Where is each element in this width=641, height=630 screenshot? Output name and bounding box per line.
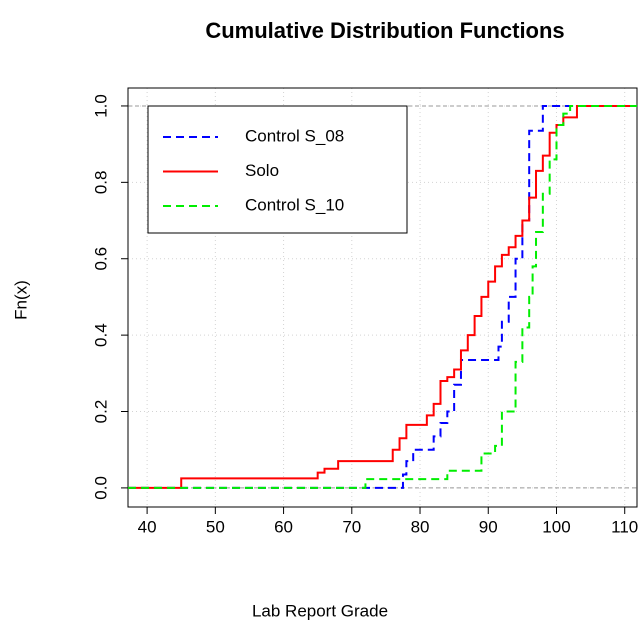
- x-tick-label: 40: [138, 517, 157, 536]
- legend-label: Control S_08: [245, 126, 344, 145]
- legend-box: [147, 105, 408, 234]
- ecdf-line: [128, 104, 637, 489]
- legend-label: Solo: [245, 161, 279, 180]
- x-tick-label: 90: [479, 517, 498, 536]
- chart-title: Cumulative Distribution Functions: [205, 18, 564, 43]
- plot-frame: [127, 87, 638, 508]
- ecdf-line: [128, 104, 637, 489]
- x-tick-label: 60: [274, 517, 293, 536]
- x-tick-label: 100: [542, 517, 570, 536]
- y-tick-label: 0.8: [91, 171, 110, 195]
- x-tick-label: 70: [342, 517, 361, 536]
- y-tick-label: 0.6: [91, 247, 110, 271]
- y-tick-label: 1.0: [91, 94, 110, 118]
- x-tick-label: 110: [611, 517, 638, 536]
- x-axis-label: Lab Report Grade: [252, 601, 388, 620]
- x-tick-label: 50: [206, 517, 225, 536]
- y-axis-label: Fn(x): [11, 280, 30, 320]
- x-tick-label: 80: [411, 517, 430, 536]
- y-tick-label: 0.0: [91, 476, 110, 500]
- legend-label: Control S_10: [245, 195, 344, 214]
- y-tick-label: 0.2: [91, 400, 110, 424]
- y-tick-label: 0.4: [91, 323, 110, 347]
